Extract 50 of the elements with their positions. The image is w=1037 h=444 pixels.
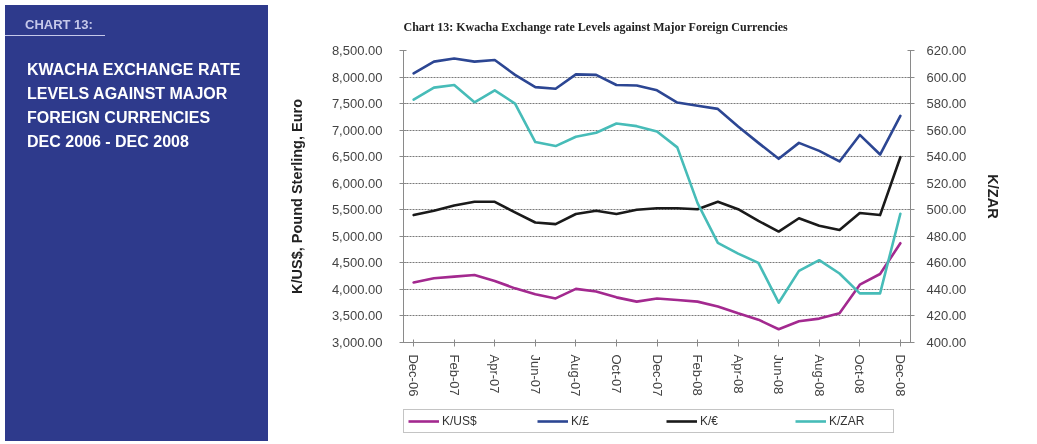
- y2-tick-label: 400.00: [926, 335, 967, 350]
- y-tick-label: 5,500.00: [331, 202, 383, 218]
- text: KWACHA EXCHANGE RATE LEVELS AGAINST MAJOR FOREIGN CURRENCIES DEC 2006 - DEC 2008: [27, 60, 242, 152]
- y2-tick-label: 440.00: [926, 281, 967, 297]
- y-tick-label: 7,000.00: [331, 122, 383, 138]
- x-tick-label: Aug-08: [811, 354, 827, 397]
- x-tick-label: Aug-07: [568, 354, 584, 397]
- x-tick-label: Apr-07: [487, 354, 503, 394]
- line-series: [412, 155, 902, 233]
- y2-tick-label: 580.00: [926, 96, 967, 112]
- x-tick-label: Dec-08: [892, 354, 908, 397]
- y-tick-label: 6,000.00: [331, 175, 383, 191]
- x-tick-label: Dec-07: [649, 354, 665, 397]
- x-tick-label: Apr-08: [730, 354, 746, 394]
- y2-tick-label: 500.00: [926, 202, 967, 218]
- legend-label: K/US$: [442, 414, 478, 428]
- y2-tick-label: 520.00: [926, 175, 967, 191]
- y2-tick-label: 560.00: [926, 122, 967, 138]
- line-series: [412, 241, 902, 331]
- y-axis-title: K/US$, Pound Sterling, Euro: [288, 98, 305, 294]
- x-tick-label: Oct-08: [852, 354, 868, 394]
- x-tick-label: Feb-08: [690, 354, 706, 396]
- y2-tick-label: 420.00: [926, 308, 967, 324]
- legend-label: K/€: [700, 414, 719, 428]
- chart-title: Chart 13: Kwacha Exchange rate Levels against Major Foreign Currencies: [403, 19, 789, 34]
- y2-tick-label: 620.00: [926, 43, 967, 58]
- y2-tick-label: 460.00: [926, 255, 967, 271]
- line-series: [412, 57, 902, 163]
- x-tick-label: Jun-08: [771, 354, 787, 395]
- y-tick-label: 8,500.00: [331, 43, 383, 58]
- y-tick-label: 7,500.00: [331, 96, 383, 112]
- x-tick-label: Dec-06: [406, 354, 422, 397]
- legend-label: K/ZAR: [829, 414, 866, 428]
- legend-label: K/£: [571, 414, 590, 428]
- x-tick-label: Oct-07: [608, 354, 624, 394]
- y2-tick-label: 600.00: [926, 69, 967, 85]
- y-tick-label: 5,000.00: [331, 228, 383, 244]
- y-tick-label: 3,500.00: [331, 308, 383, 324]
- x-tick-label: Feb-07: [446, 354, 462, 396]
- y-tick-label: 3,000.00: [331, 335, 383, 350]
- y-tick-label: 4,000.00: [331, 281, 383, 297]
- x-tick-label: Jun-07: [527, 354, 543, 395]
- caption: CHART 13:: [5, 15, 105, 36]
- y-tick-label: 4,500.00: [331, 255, 383, 271]
- y2-axis-title: K/ZAR: [985, 174, 1002, 220]
- line-series: [412, 83, 902, 304]
- y2-tick-label: 480.00: [926, 228, 967, 244]
- y-tick-label: 8,000.00: [331, 69, 383, 85]
- y2-tick-label: 540.00: [926, 149, 967, 165]
- y-tick-label: 6,500.00: [331, 149, 383, 165]
